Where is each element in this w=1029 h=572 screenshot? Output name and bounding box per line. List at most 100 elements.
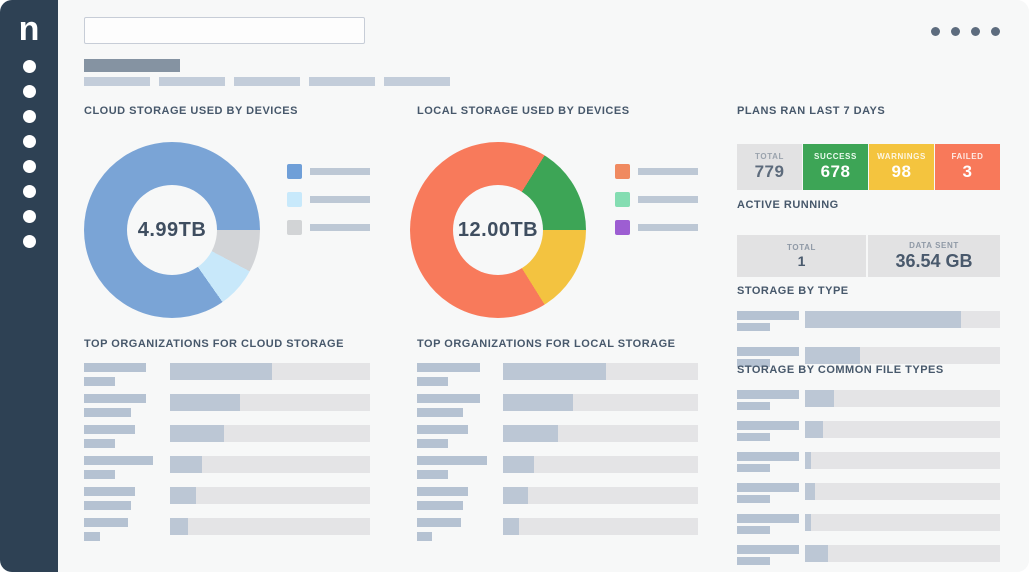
active-stat-cell: TOTAL 1 xyxy=(737,235,866,277)
cloud-storage-panel: CLOUD STORAGE USED BY DEVICES 4.99TB xyxy=(84,105,389,327)
legend-label-skeleton xyxy=(638,224,698,231)
row-sublabel-skeleton xyxy=(417,532,432,541)
legend-swatch xyxy=(287,164,302,179)
stat-value: 36.54 GB xyxy=(895,250,973,271)
list-item-skeleton xyxy=(737,514,1000,534)
progress-bar-track xyxy=(805,311,1000,328)
cloud-storage-donut-chart: 4.99TB xyxy=(84,142,260,318)
tab-skeleton[interactable] xyxy=(159,77,225,86)
row-label-skeleton xyxy=(417,363,480,372)
progress-bar-track xyxy=(170,487,370,504)
row-sublabel-skeleton xyxy=(84,408,131,417)
sidebar-nav xyxy=(0,60,58,248)
list-item-skeleton xyxy=(737,483,1000,503)
progress-bar-track xyxy=(503,487,698,504)
menu-dot[interactable] xyxy=(971,27,980,36)
row-sublabel-skeleton xyxy=(737,526,770,534)
top-orgs-cloud-title: TOP ORGANIZATIONS FOR CLOUD STORAGE xyxy=(84,338,344,350)
stat-value: 98 xyxy=(891,162,912,181)
sidebar-nav-dot[interactable] xyxy=(22,185,36,198)
row-sublabel-skeleton xyxy=(417,377,448,386)
progress-bar-track xyxy=(503,425,698,442)
row-sublabel-skeleton xyxy=(84,439,115,448)
menu-dot[interactable] xyxy=(951,27,960,36)
sidebar-nav-dot[interactable] xyxy=(22,135,36,148)
progress-bar-fill xyxy=(170,394,240,411)
legend-item xyxy=(615,192,698,207)
list-item-skeleton xyxy=(417,487,698,510)
list-item-skeleton xyxy=(417,394,698,417)
row-label-skeleton xyxy=(417,518,461,527)
legend-item xyxy=(287,192,370,207)
active-tab-skeleton[interactable] xyxy=(84,59,180,72)
progress-bar-fill xyxy=(805,452,811,469)
progress-bar-fill xyxy=(805,514,811,531)
local-storage-panel: LOCAL STORAGE USED BY DEVICES 12.00TB xyxy=(410,105,722,327)
tab-skeleton[interactable] xyxy=(84,77,150,86)
row-label-skeleton xyxy=(737,311,799,320)
active-running-panel: ACTIVE RUNNING TOTAL 1 DATA SENT 36.54 GB xyxy=(737,199,1000,277)
progress-bar-fill xyxy=(805,390,835,407)
legend-swatch xyxy=(615,220,630,235)
row-label-skeleton xyxy=(737,347,799,356)
row-sublabel-skeleton xyxy=(417,439,448,448)
list-item-skeleton xyxy=(737,311,1000,331)
row-sublabel-skeleton xyxy=(737,359,770,367)
tab-skeleton[interactable] xyxy=(234,77,300,86)
search-input[interactable] xyxy=(84,17,365,44)
list-item-skeleton xyxy=(84,363,370,386)
progress-bar-fill xyxy=(503,518,519,535)
progress-bar-fill xyxy=(805,483,815,500)
tab-skeleton[interactable] xyxy=(309,77,375,86)
row-label-skeleton xyxy=(84,487,135,496)
storage-by-file-types-panel: STORAGE BY COMMON FILE TYPES xyxy=(737,364,1000,572)
list-item-skeleton xyxy=(417,456,698,479)
row-sublabel-skeleton xyxy=(84,532,100,541)
sidebar-nav-dot[interactable] xyxy=(22,60,36,73)
progress-bar-fill xyxy=(170,363,272,380)
sidebar-nav-dot[interactable] xyxy=(22,235,36,248)
legend-swatch xyxy=(615,192,630,207)
progress-bar-track xyxy=(805,390,1000,407)
row-label-skeleton xyxy=(737,514,799,523)
row-sublabel-skeleton xyxy=(737,557,770,565)
stat-value: 3 xyxy=(962,162,973,181)
list-item-skeleton xyxy=(84,425,370,448)
row-sublabel-skeleton xyxy=(737,433,770,441)
row-sublabel-skeleton xyxy=(84,470,115,479)
row-sublabel-skeleton xyxy=(84,501,131,510)
top-orgs-local-list xyxy=(417,363,698,541)
legend-item xyxy=(615,220,698,235)
menu-dot[interactable] xyxy=(991,27,1000,36)
top-orgs-local-panel: TOP ORGANIZATIONS FOR LOCAL STORAGE xyxy=(417,338,698,549)
stat-label: TOTAL xyxy=(755,152,784,161)
row-label-skeleton xyxy=(737,421,799,430)
sidebar-nav-dot[interactable] xyxy=(22,110,36,123)
storage-by-file-types-title: STORAGE BY COMMON FILE TYPES xyxy=(737,364,944,376)
sidebar-nav-dot[interactable] xyxy=(22,160,36,173)
sidebar-nav-dot[interactable] xyxy=(22,210,36,223)
list-item-skeleton xyxy=(417,518,698,541)
menu-dot[interactable] xyxy=(931,27,940,36)
progress-bar-track xyxy=(170,394,370,411)
progress-bar-fill xyxy=(503,456,535,473)
progress-bar-track xyxy=(170,425,370,442)
list-item-skeleton xyxy=(737,390,1000,410)
cloud-storage-legend xyxy=(287,164,370,235)
progress-bar-track xyxy=(805,545,1000,562)
progress-bar-track xyxy=(805,483,1000,500)
row-label-skeleton xyxy=(737,483,799,492)
tab-skeleton[interactable] xyxy=(384,77,450,86)
stat-label: WARNINGS xyxy=(877,152,926,161)
progress-bar-track xyxy=(170,456,370,473)
local-storage-legend xyxy=(615,164,698,235)
plan-stat-cell: FAILED 3 xyxy=(935,144,1000,190)
legend-swatch xyxy=(615,164,630,179)
plan-stat-cell: WARNINGS 98 xyxy=(869,144,934,190)
sidebar-nav-dot[interactable] xyxy=(22,85,36,98)
stat-label: DATA SENT xyxy=(909,240,959,250)
progress-bar-track xyxy=(805,452,1000,469)
app-logo: n xyxy=(18,10,40,48)
active-running-title: ACTIVE RUNNING xyxy=(737,199,839,211)
